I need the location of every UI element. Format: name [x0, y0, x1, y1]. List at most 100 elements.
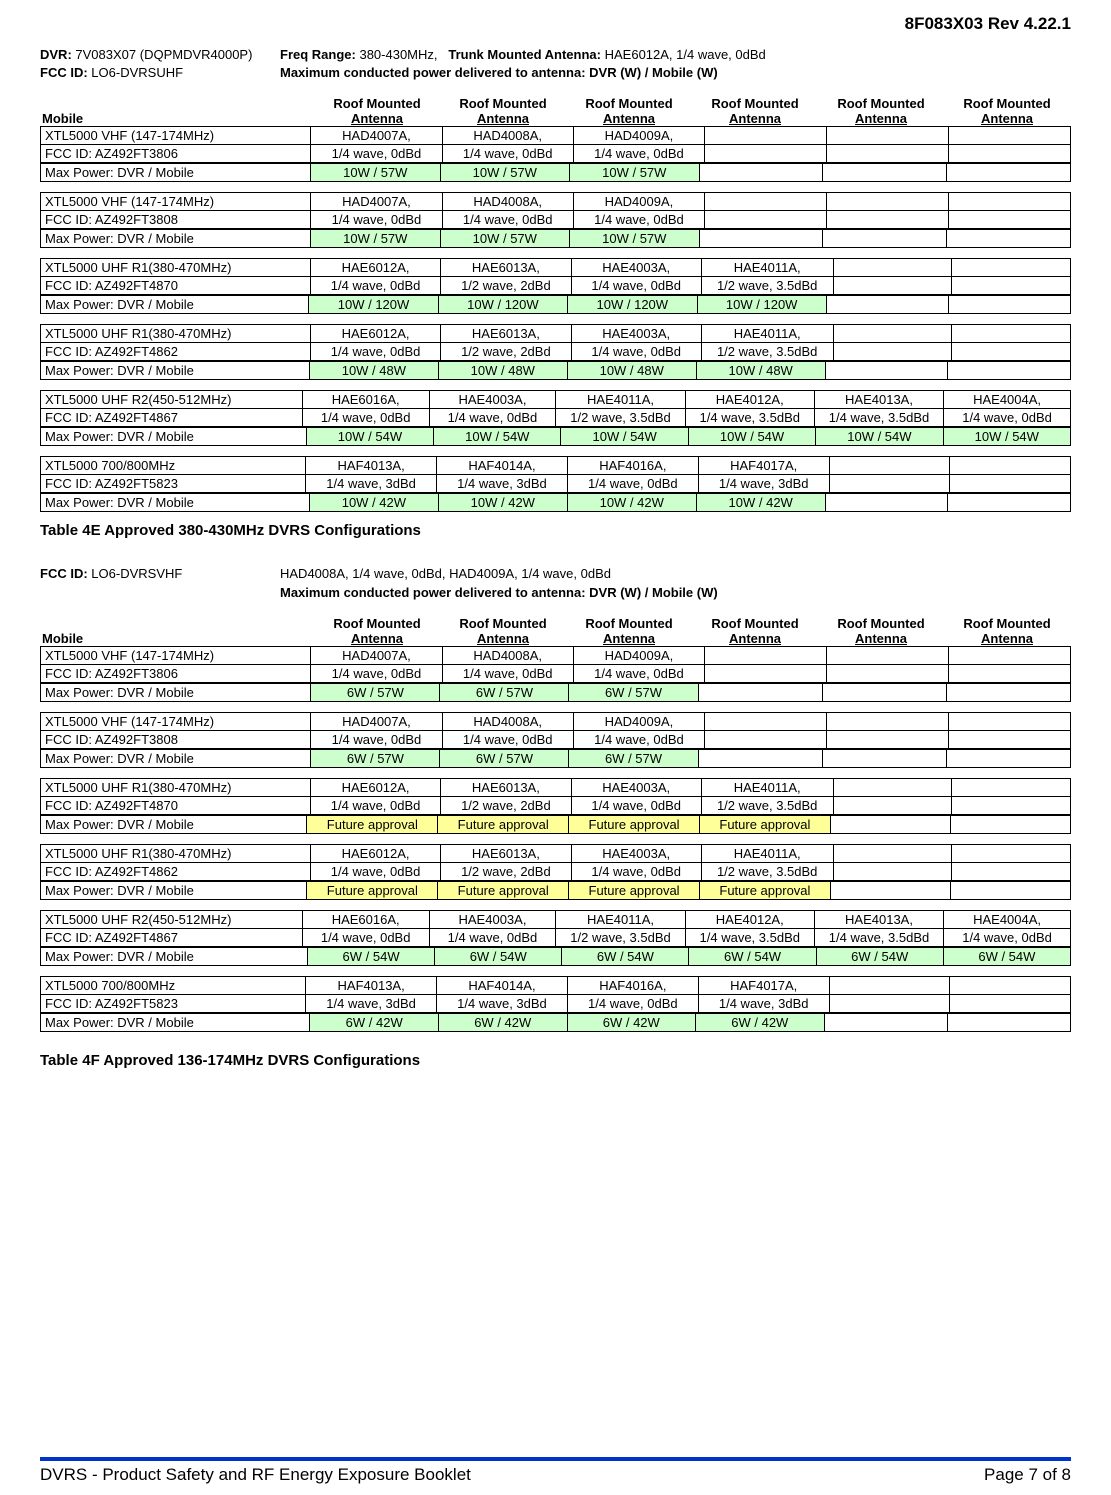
- trunk-value: HAE6012A, 1/4 wave, 0dBd: [605, 47, 766, 62]
- antenna-cell: 1/4 wave, 0dBd: [311, 664, 442, 682]
- antenna-cell: [705, 211, 827, 229]
- antenna-table: XTL5000 UHF R1(380-470MHz)HAE6012A,HAE60…: [40, 778, 1071, 815]
- antenna-cell: 1/4 wave, 3dBd: [306, 994, 437, 1012]
- antenna-cell: 1/4 wave, 3dBd: [698, 475, 829, 493]
- antenna-cell: HAF4013A,: [306, 457, 437, 475]
- antenna-cell: [833, 343, 952, 361]
- antenna-cell: [952, 778, 1071, 796]
- power-table: Max Power: DVR / Mobile10W / 120W10W / 1…: [40, 295, 1071, 314]
- antenna-cell: HAE4013A,: [814, 910, 943, 928]
- freq-value: 380-430MHz,: [359, 47, 437, 62]
- antenna-header: Roof MountedAntenna: [566, 96, 692, 126]
- power-label-cell: Max Power: DVR / Mobile: [41, 947, 308, 965]
- antenna-cell: HAD4008A,: [442, 127, 573, 145]
- antenna-cell: [952, 343, 1071, 361]
- fcc-cell: FCC ID: AZ492FT4862: [41, 862, 311, 880]
- model-cell: XTL5000 UHF R2(450-512MHz): [41, 910, 303, 928]
- antenna-cell: HAE4003A,: [429, 391, 556, 409]
- power-cell: Future approval: [699, 815, 830, 833]
- antenna-cell: HAD4009A,: [573, 712, 704, 730]
- antenna-header: Roof MountedAntenna: [314, 96, 440, 126]
- section1-content: MobileRoof MountedAntennaRoof MountedAnt…: [40, 96, 1071, 512]
- model-cell: XTL5000 VHF (147-174MHz): [41, 127, 311, 145]
- power-cell: 10W / 57W: [311, 230, 441, 248]
- antenna-cell: 1/2 wave, 3.5dBd: [701, 343, 833, 361]
- power-label-cell: Max Power: DVR / Mobile: [41, 362, 310, 380]
- antenna-cell: 1/2 wave, 2dBd: [441, 862, 571, 880]
- freq-label: Freq Range:: [280, 47, 356, 62]
- power-cell: 6W / 54W: [562, 947, 689, 965]
- power-cell: [825, 494, 948, 512]
- model-cell: XTL5000 VHF (147-174MHz): [41, 193, 311, 211]
- antenna-cell: [833, 259, 952, 277]
- antenna-table: XTL5000 VHF (147-174MHz)HAD4007A,HAD4008…: [40, 192, 1071, 229]
- antenna-cell: 1/4 wave, 3.5dBd: [685, 409, 814, 427]
- antenna-table: XTL5000 UHF R1(380-470MHz)HAE6012A,HAE60…: [40, 324, 1071, 361]
- power-label-cell: Max Power: DVR / Mobile: [41, 164, 311, 182]
- antenna-cell: [705, 145, 827, 163]
- power-cell: 6W / 42W: [696, 1013, 825, 1031]
- antenna-cell: HAE4004A,: [944, 910, 1071, 928]
- fcc-label-2: FCC ID:: [40, 566, 88, 581]
- power-cell: 10W / 42W: [567, 494, 696, 512]
- power-label-cell: Max Power: DVR / Mobile: [41, 1013, 310, 1031]
- antenna-cell: 1/4 wave, 3.5dBd: [814, 409, 943, 427]
- power-label-cell: Max Power: DVR / Mobile: [41, 428, 307, 446]
- trunk-value-2: HAD4008A, 1/4 wave, 0dBd, HAD4009A, 1/4 …: [280, 566, 611, 581]
- antenna-cell: 1/4 wave, 3dBd: [437, 994, 568, 1012]
- config-block: XTL5000 UHF R1(380-470MHz)HAE6012A,HAE60…: [40, 258, 1071, 314]
- power-cell: [830, 815, 950, 833]
- antenna-cell: [705, 193, 827, 211]
- model-cell: XTL5000 UHF R2(450-512MHz): [41, 391, 303, 409]
- power-cell: 6W / 42W: [567, 1013, 696, 1031]
- antenna-cell: HAE4003A,: [429, 910, 556, 928]
- antenna-cell: [949, 145, 1071, 163]
- antenna-cell: HAD4009A,: [573, 193, 704, 211]
- antenna-table: XTL5000 UHF R1(380-470MHz)HAE6012A,HAE60…: [40, 844, 1071, 881]
- antenna-cell: 1/4 wave, 0dBd: [310, 796, 440, 814]
- antenna-cell: 1/4 wave, 0dBd: [310, 277, 440, 295]
- antenna-cell: [952, 796, 1071, 814]
- antenna-cell: [829, 475, 950, 493]
- power-cell: 6W / 57W: [569, 683, 698, 701]
- antenna-cell: HAF4014A,: [437, 976, 568, 994]
- fcc-cell: FCC ID: AZ492FT3806: [41, 664, 311, 682]
- antenna-table: XTL5000 VHF (147-174MHz)HAD4007A,HAD4008…: [40, 712, 1071, 749]
- antenna-cell: 1/4 wave, 0dBd: [944, 409, 1071, 427]
- antenna-cell: 1/4 wave, 3dBd: [437, 475, 568, 493]
- antenna-cell: 1/4 wave, 0dBd: [442, 664, 573, 682]
- antenna-cell: 1/4 wave, 3.5dBd: [814, 928, 943, 946]
- antenna-header: Roof MountedAntenna: [440, 96, 566, 126]
- antenna-cell: HAD4009A,: [573, 127, 704, 145]
- dvr-label: DVR:: [40, 47, 72, 62]
- antenna-cell: [949, 712, 1071, 730]
- power-cell: [948, 494, 1071, 512]
- power-cell: 10W / 120W: [309, 296, 438, 314]
- antenna-cell: HAE4004A,: [944, 391, 1071, 409]
- antenna-cell: HAE4003A,: [571, 778, 701, 796]
- fcc-value-2: LO6-DVRSVHF: [91, 566, 182, 581]
- antenna-cell: 1/2 wave, 3.5dBd: [701, 277, 833, 295]
- config-block: XTL5000 UHF R1(380-470MHz)HAE6012A,HAE60…: [40, 778, 1071, 834]
- antenna-cell: 1/2 wave, 3.5dBd: [701, 796, 833, 814]
- antenna-cell: HAE4012A,: [685, 910, 814, 928]
- config-block: XTL5000 VHF (147-174MHz)HAD4007A,HAD4008…: [40, 712, 1071, 768]
- section1-title: Table 4E Approved 380-430MHz DVRS Config…: [40, 522, 1071, 539]
- config-block: XTL5000 UHF R1(380-470MHz)HAE6012A,HAE60…: [40, 324, 1071, 380]
- power-cell: 10W / 48W: [567, 362, 696, 380]
- antenna-cell: [950, 457, 1071, 475]
- config-block: XTL5000 700/800MHzHAF4013A,HAF4014A,HAF4…: [40, 976, 1071, 1032]
- antenna-cell: HAE4011A,: [556, 391, 685, 409]
- antenna-header: Roof MountedAntenna: [944, 616, 1070, 646]
- column-headers: MobileRoof MountedAntennaRoof MountedAnt…: [40, 96, 1071, 126]
- antenna-header: Roof MountedAntenna: [818, 616, 944, 646]
- antenna-cell: HAF4013A,: [306, 976, 437, 994]
- antenna-table: XTL5000 UHF R2(450-512MHz)HAE6016A,HAE40…: [40, 390, 1071, 427]
- fcc-cell: FCC ID: AZ492FT3806: [41, 145, 311, 163]
- model-cell: XTL5000 UHF R1(380-470MHz): [41, 259, 311, 277]
- antenna-cell: HAD4007A,: [311, 127, 442, 145]
- model-cell: XTL5000 700/800MHz: [41, 457, 306, 475]
- power-cell: 10W / 54W: [688, 428, 815, 446]
- footer: DVRS - Product Safety and RF Energy Expo…: [0, 1457, 1111, 1485]
- power-cell: 10W / 42W: [438, 494, 567, 512]
